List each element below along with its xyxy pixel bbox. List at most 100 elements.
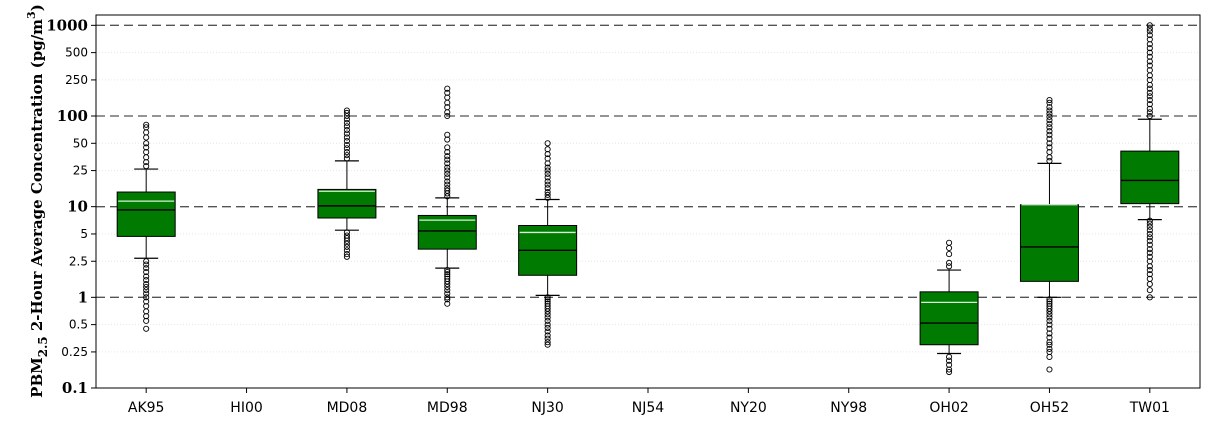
box-body: [116, 191, 176, 237]
outlier-point: [544, 335, 551, 342]
x-tick-label: NJ54: [632, 400, 665, 416]
box-body: [1120, 150, 1180, 205]
outlier-point: [1146, 271, 1153, 278]
outlier-point: [343, 126, 350, 134]
outlier-point: [143, 261, 150, 268]
outlier-point: [946, 368, 953, 376]
y-tick-label: 100: [57, 107, 88, 125]
outlier-point: [444, 136, 451, 143]
outlier-point: [946, 251, 953, 258]
outlier-point: [544, 294, 551, 301]
outlier-point: [1146, 53, 1153, 60]
outlier-point: [143, 124, 150, 131]
outlier-point: [1046, 96, 1053, 104]
outlier-point: [444, 266, 451, 274]
outlier-point: [946, 239, 953, 246]
y-tick-label: 50: [73, 136, 88, 150]
box-layer: [116, 22, 1180, 376]
outlier-point: [343, 243, 350, 250]
outlier-point: [1046, 311, 1053, 318]
outlier-point: [1146, 253, 1153, 260]
outlier-point: [1146, 22, 1153, 29]
outlier-point: [444, 287, 451, 294]
outlier-point: [1046, 113, 1053, 120]
box-md98: [417, 85, 477, 307]
outlier-point: [1046, 154, 1053, 161]
grid-layer: [96, 24, 1200, 353]
outlier-point: [343, 107, 350, 114]
outlier-point: [143, 281, 150, 288]
box-md08: [317, 107, 377, 260]
outlier-point: [143, 273, 150, 280]
outlier-point: [143, 144, 150, 151]
outlier-point: [444, 144, 451, 151]
plot-frame: [95, 14, 1201, 389]
outlier-point: [444, 185, 451, 192]
y-tick-label: 0.25: [61, 345, 88, 359]
outlier-point: [444, 104, 451, 111]
outlier-point: [1046, 341, 1053, 348]
outlier-point: [1046, 321, 1053, 328]
outlier-point: [444, 290, 451, 297]
outlier-point: [544, 296, 551, 303]
outlier-point: [444, 296, 451, 303]
outlier-point: [544, 188, 551, 196]
y-tick-label: 2.5: [69, 254, 88, 268]
outlier-point: [444, 281, 451, 288]
outlier-point: [946, 263, 953, 270]
outlier-point: [544, 170, 551, 177]
y-axis: 0.1 0.25 0.5 1 2.5 5 10 25 50 100 250 500 1000: [46, 16, 96, 397]
box-body: [1019, 204, 1079, 282]
outlier-point: [444, 89, 451, 96]
outlier-point: [343, 116, 350, 123]
outlier-point: [544, 174, 551, 181]
x-tick-label: MD98: [427, 400, 468, 416]
outlier-point: [444, 131, 451, 138]
outlier-point: [544, 155, 551, 162]
outlier-point: [444, 174, 451, 181]
outlier-point: [444, 187, 451, 194]
outlier-point: [544, 339, 551, 346]
outlier-point: [1046, 124, 1053, 131]
outlier-point: [343, 240, 350, 247]
outlier-point: [343, 149, 350, 156]
outlier-point: [544, 178, 551, 185]
outlier-point: [544, 332, 551, 339]
outlier-point: [1046, 140, 1053, 147]
outlier-point: [1146, 246, 1153, 253]
outlier-point: [1046, 104, 1053, 111]
outlier-point: [444, 271, 451, 278]
outlier-point: [444, 164, 451, 171]
outlier-point: [444, 112, 451, 120]
outlier-point: [1046, 308, 1053, 315]
outlier-point: [143, 325, 150, 332]
x-tick-label: NJ30: [531, 400, 563, 416]
outlier-point: [143, 287, 150, 294]
outlier-point: [444, 269, 451, 276]
outlier-point: [1146, 220, 1153, 227]
box-ak95: [116, 121, 176, 332]
outlier-point: [143, 290, 150, 297]
outlier-point: [343, 155, 350, 162]
box-body: [317, 188, 377, 219]
outlier-point: [444, 283, 451, 291]
outlier-point: [946, 244, 953, 252]
y-tick-label: 500: [65, 46, 88, 60]
outlier-point: [143, 134, 150, 141]
x-tick-label: NY20: [730, 400, 767, 416]
outlier-point: [343, 134, 350, 141]
outlier-point: [1146, 101, 1153, 108]
outlier-point: [143, 149, 150, 156]
y-axis-label-sub: 2.5: [36, 336, 50, 357]
outlier-point: [444, 94, 451, 101]
outlier-point: [544, 167, 551, 174]
box-body: [417, 214, 477, 250]
outlier-point: [1146, 230, 1153, 238]
outlier-point: [946, 361, 953, 368]
outlier-point: [143, 129, 150, 136]
outlier-point: [1146, 36, 1153, 43]
y-tick-label: 1: [78, 288, 88, 306]
outlier-point: [444, 153, 451, 160]
outlier-point: [444, 85, 451, 92]
outlier-point: [1046, 117, 1053, 124]
